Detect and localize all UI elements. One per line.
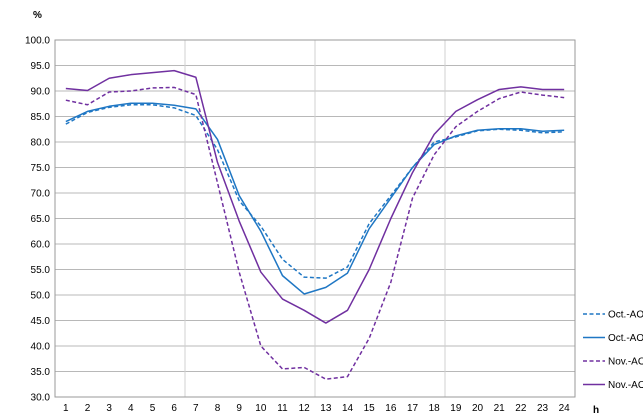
x-tick-label: 11 — [277, 403, 288, 414]
y-tick-label: 45.0 — [31, 316, 51, 327]
x-tick-label: 3 — [106, 403, 112, 414]
x-tick-label: 2 — [85, 403, 91, 414]
x-tick-label: 18 — [429, 403, 441, 414]
legend-label-2: Oct.-AO(G) — [608, 333, 643, 344]
x-tick-label: 21 — [494, 403, 506, 414]
y-tick-label: 30.0 — [31, 393, 51, 404]
x-axis-ticks: 1 2 3 4 5 6 7 8 9 10 11 12 13 14 15 16 17 18 19 20 21 22 23 24 — [63, 403, 570, 414]
y-axis-ticks: 30.0 35.0 40.0 45.0 50.0 55.0 60.0 65.0 70.0 75.0… — [25, 36, 50, 404]
plot-area — [54, 39, 576, 398]
x-axis-unit: h — [593, 405, 599, 415]
x-tick-label: 5 — [150, 403, 156, 414]
x-tick-label: 22 — [515, 403, 527, 414]
y-tick-label: 55.0 — [31, 265, 51, 276]
x-tick-label: 1 — [63, 403, 69, 414]
x-tick-label: 13 — [320, 403, 332, 414]
x-tick-label: 19 — [450, 403, 462, 414]
y-tick-label: 65.0 — [31, 214, 51, 225]
x-tick-label: 16 — [385, 403, 397, 414]
y-tick-label: 95.0 — [31, 61, 51, 72]
y-axis-unit: % — [33, 10, 42, 21]
x-tick-label: 15 — [364, 403, 376, 414]
x-tick-label: 10 — [255, 403, 267, 414]
y-tick-label: 50.0 — [31, 291, 51, 302]
legend-label-1: Oct.-AO — [608, 310, 643, 321]
legend-label-3: Nov.-AO — [608, 357, 643, 368]
y-tick-label: 80.0 — [31, 138, 51, 149]
x-tick-label: 14 — [342, 403, 354, 414]
x-tick-label: 20 — [472, 403, 484, 414]
series-line-3 — [65, 86, 565, 380]
y-tick-label: 75.0 — [31, 163, 51, 174]
y-tick-label: 60.0 — [31, 240, 51, 251]
x-tick-label: 6 — [171, 403, 177, 414]
x-tick-label: 17 — [407, 403, 419, 414]
series-line-2 — [65, 102, 565, 295]
y-tick-label: 40.0 — [31, 342, 51, 353]
y-tick-label: 35.0 — [31, 367, 51, 378]
x-tick-label: 8 — [215, 403, 221, 414]
x-tick-label: 9 — [236, 403, 242, 414]
y-tick-label: 70.0 — [31, 189, 51, 200]
y-tick-label: 85.0 — [31, 112, 51, 123]
x-tick-label: 24 — [559, 403, 571, 414]
x-tick-label: 12 — [299, 403, 311, 414]
legend-label-4: Nov.-AO(G) — [608, 380, 643, 391]
x-tick-label: 23 — [537, 403, 549, 414]
x-tick-label: 7 — [193, 403, 199, 414]
legend: Oct.-AO Oct.-AO(G) Nov.-AO Nov.-AO(G) — [583, 310, 643, 391]
x-tick-label: 4 — [128, 403, 134, 414]
y-tick-label: 100.0 — [25, 36, 50, 47]
y-tick-label: 90.0 — [31, 87, 51, 98]
series-lines — [65, 69, 565, 380]
series-line-4 — [65, 69, 565, 324]
grid-lines — [54, 39, 576, 398]
